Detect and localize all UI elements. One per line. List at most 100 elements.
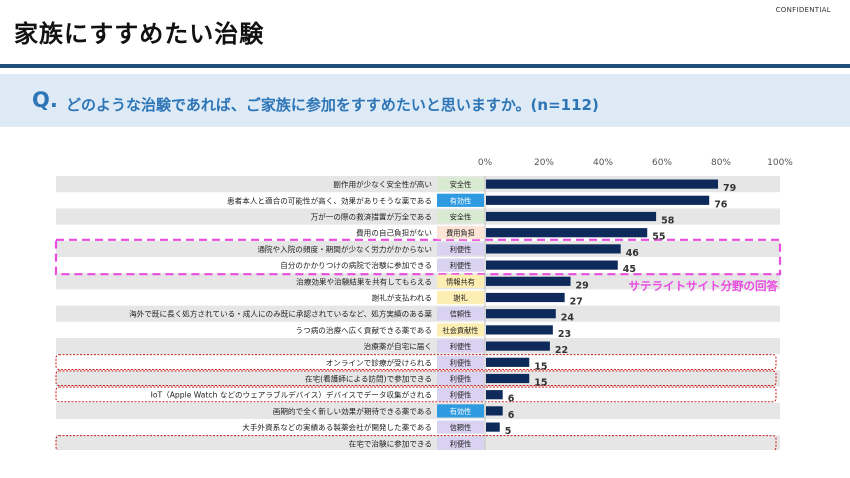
- bar-value-label: 6: [508, 394, 515, 405]
- category-label: 治療薬が自宅に届く: [364, 341, 432, 351]
- category-tag: 有効性: [450, 407, 472, 416]
- category-tag-box: [437, 339, 484, 353]
- category-label: 自分のかかりつけの病院で治験に参加できる: [280, 260, 432, 270]
- category-label: 患者本人と適合の可能性が高く、効果がありそうな薬である: [227, 195, 432, 205]
- category-tag: 社会貢献性: [443, 326, 479, 335]
- bar-value-label: 45: [623, 264, 636, 275]
- category-tag: 利便性: [450, 245, 472, 254]
- x-tick-label: 20%: [534, 158, 554, 168]
- category-tag-box: [437, 307, 484, 321]
- category-tag-box: [437, 290, 484, 305]
- bar: [486, 260, 618, 270]
- bar: [486, 406, 503, 416]
- bar: [486, 276, 571, 286]
- bar: [486, 292, 565, 303]
- row-shade: [56, 402, 780, 419]
- category-label: オンラインで診療が受けられる: [326, 357, 432, 367]
- red-highlight-box: [55, 354, 777, 370]
- category-tag: 費用負担: [446, 229, 475, 238]
- bar: [486, 228, 648, 238]
- category-tag: 安全性: [450, 180, 472, 189]
- bar-value-label: 29: [576, 280, 589, 291]
- category-tag: 利便性: [450, 261, 472, 270]
- category-label: 万が一の際の救済措置が万全である: [311, 212, 432, 222]
- bar-value-label: 6: [508, 410, 515, 421]
- red-highlight-box: [55, 386, 777, 403]
- category-tag-box: [437, 371, 484, 386]
- bar: [486, 357, 530, 367]
- x-tick-label: 0%: [478, 158, 493, 168]
- bar: [486, 341, 550, 351]
- category-tag-box: [437, 193, 484, 207]
- x-tick-label: 60%: [652, 158, 672, 168]
- x-tick-label: 80%: [711, 158, 731, 168]
- satellite-highlight-label: サテライトサイト分野の回答: [629, 279, 779, 293]
- bar: [486, 179, 719, 189]
- category-tag-box: [437, 388, 484, 402]
- category-tag-box: [437, 420, 484, 434]
- category-label: 海外で既に長く処方されている・成人にのみ既に承認されているなど、処方実績のある薬: [129, 309, 432, 319]
- category-tag-box: [437, 274, 484, 288]
- category-label: IoT（Apple Watch などのウェアラブルデバイス）デバイスでデータ収集…: [151, 390, 432, 400]
- bar: [486, 309, 556, 319]
- category-label: 費用の自己負担がない: [356, 228, 432, 238]
- category-tag: 利便性: [450, 358, 472, 367]
- page-title: 家族にすすめたい治験: [14, 20, 265, 48]
- bar-value-label: 27: [570, 297, 583, 308]
- category-tag: 有効性: [450, 196, 472, 205]
- bar-value-label: 24: [561, 313, 575, 324]
- bar-value-label: 79: [723, 183, 736, 194]
- category-label: 在宅で治験に参加できる: [349, 438, 432, 448]
- bar: [486, 390, 503, 400]
- bar-value-label: 15: [534, 378, 547, 389]
- category-tag-box: [437, 436, 484, 450]
- bar-chart: サテライトサイト分野の回答 0% 20% 40% 60% 80% 100% 副作用が少なく安全…: [54, 158, 793, 450]
- category-tag: 謝礼: [453, 294, 467, 303]
- bar-value-label: 22: [555, 345, 568, 356]
- x-tick-label: 40%: [593, 158, 613, 168]
- bar-value-label: 58: [661, 216, 675, 227]
- category-label: 画期的で全く新しい効果が期待できる薬である: [273, 406, 432, 416]
- bar-value-label: 23: [558, 329, 571, 340]
- category-tag: 利便性: [450, 391, 472, 400]
- category-tag: 情報共有: [446, 277, 475, 286]
- category-tag-box: [437, 177, 484, 191]
- row-shade: [56, 435, 780, 450]
- bar-value-label: 15: [534, 361, 547, 372]
- category-label: うつ病の治療へ広く貢献できる薬である: [296, 325, 432, 335]
- category-label: 治療効果や治験結果を共有してもらえる: [296, 276, 432, 286]
- category-tag: 利便性: [450, 375, 472, 384]
- bar: [486, 211, 657, 222]
- satellite-highlight-box: [54, 238, 782, 276]
- category-tag: 信頼性: [450, 423, 472, 432]
- category-tag: 信頼性: [450, 310, 472, 319]
- category-label: 通院や入院の頻度・期間が少なく労力がかからない: [257, 244, 432, 254]
- category-tag-box: [437, 226, 484, 240]
- question-text: どのような治験であれば、ご家族に参加をすすめたいと思いますか。(n=112): [66, 96, 599, 114]
- category-tag-box: [437, 209, 484, 224]
- category-tag-box: [437, 258, 484, 272]
- category-label: 在宅(看護師による訪問)で参加できる: [305, 374, 432, 384]
- bar: [486, 422, 500, 432]
- bar: [486, 244, 621, 254]
- question-band: [0, 74, 850, 127]
- x-tick-label: 100%: [767, 158, 793, 168]
- red-highlight-box: [55, 435, 777, 450]
- category-tag: 安全性: [450, 213, 472, 222]
- bar: [486, 373, 530, 384]
- category-tag-box: [437, 323, 484, 337]
- row-shade: [56, 273, 780, 290]
- bar: [486, 325, 553, 335]
- confidential-label: CONFIDENTIAL: [775, 6, 831, 14]
- category-label: 大手外資系などの実績ある製薬会社が開発した薬である: [242, 422, 432, 432]
- question-mark: Q.: [32, 88, 58, 112]
- bar-value-label: 5: [505, 426, 512, 437]
- row-shade: [56, 338, 780, 355]
- title-underline: [0, 64, 850, 68]
- category-label: 副作用が少なく安全性が高い: [333, 179, 432, 189]
- category-tag-box: [437, 355, 484, 369]
- bar: [486, 195, 710, 205]
- bar-value-label: 55: [652, 232, 665, 243]
- row-shade: [56, 305, 780, 322]
- category-tag-box: [437, 404, 484, 418]
